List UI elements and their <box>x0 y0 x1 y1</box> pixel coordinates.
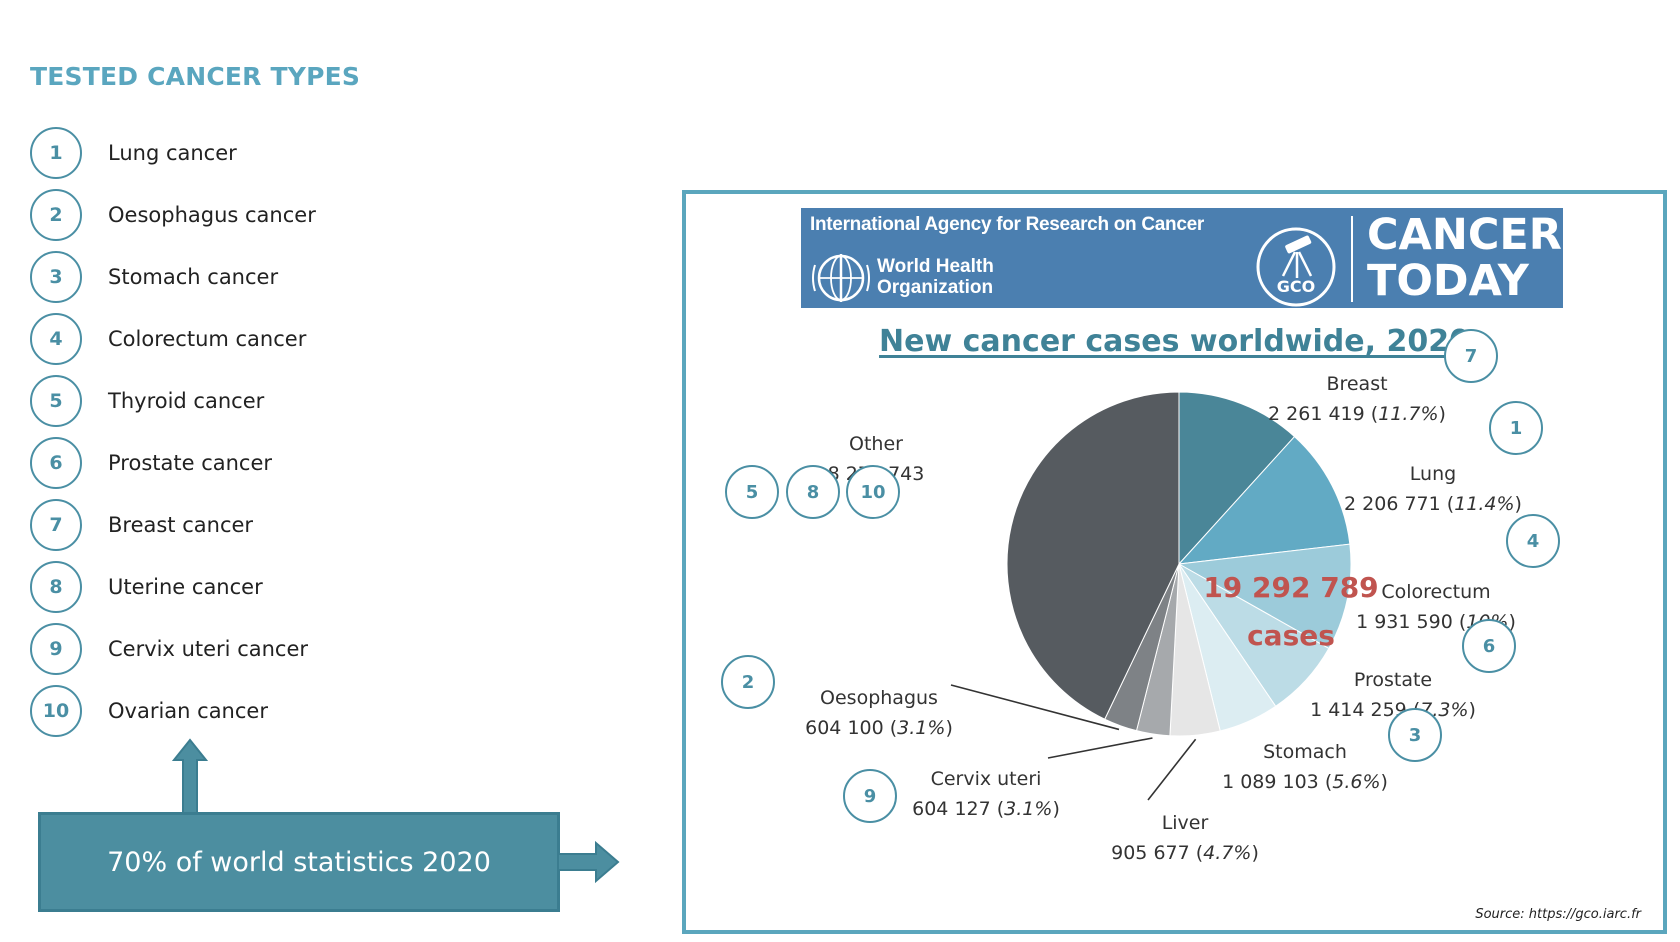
number-badge: 1 <box>30 127 82 179</box>
cancer-type-item: 6 Prostate cancer <box>30 437 390 493</box>
slice-label: Cervix uteri 604 127 (3.1%) <box>912 764 1060 824</box>
who-line1: World Health <box>877 256 994 277</box>
cancer-type-item: 5 Thyroid cancer <box>30 375 390 431</box>
number-badge: 8 <box>30 561 82 613</box>
cancer-type-label: Colorectum cancer <box>108 327 307 351</box>
pie-slice-other <box>1006 391 1180 720</box>
slice-value: 905 677 (4.7%) <box>1111 842 1259 864</box>
brand-line1: CANCER <box>1367 210 1562 260</box>
who-emblem-icon <box>812 254 870 302</box>
cancer-today-brand: CANCER TODAY <box>1367 212 1562 304</box>
slice-name: Stomach <box>1263 741 1347 763</box>
total-cases: 19 292 789 cases <box>1191 564 1391 660</box>
cancer-type-item: 7 Breast cancer <box>30 499 390 555</box>
statistics-box: 70% of world statistics 2020 <box>38 812 560 912</box>
slice-name: Liver <box>1161 812 1209 834</box>
cancer-type-item: 2 Oesophagus cancer <box>30 189 390 245</box>
slice-label: Stomach 1 089 103 (5.6%) <box>1222 737 1388 797</box>
slice-percent: 3.1% <box>897 717 946 739</box>
who-line2: Organization <box>877 277 994 298</box>
number-badge: 5 <box>30 375 82 427</box>
who-name: World Health Organization <box>877 256 994 298</box>
gco-text: GCO <box>1277 277 1315 296</box>
slice-name: Cervix uteri <box>930 768 1042 790</box>
cancer-number-marker: 9 <box>843 769 897 823</box>
right-arrow-icon <box>557 840 620 884</box>
cancer-number-marker: 10 <box>846 465 900 519</box>
slice-percent: 11.7% <box>1378 403 1439 425</box>
agency-name: International Agency for Research on Can… <box>810 214 1204 235</box>
cancer-type-label: Thyroid cancer <box>108 389 265 413</box>
cancer-number-marker: 3 <box>1388 708 1442 762</box>
cancer-type-label: Ovarian cancer <box>108 699 268 723</box>
total-value: 19 292 789 <box>1203 571 1379 604</box>
cancer-type-item: 10 Ovarian cancer <box>30 685 390 741</box>
leader-line <box>950 684 1120 731</box>
total-unit: cases <box>1247 619 1335 652</box>
slice-percent: 3.1% <box>1004 798 1053 820</box>
number-badge: 2 <box>30 189 82 241</box>
leader-line <box>1147 738 1197 801</box>
cancer-type-item: 8 Uterine cancer <box>30 561 390 617</box>
slice-label: Liver 905 677 (4.7%) <box>1111 808 1259 868</box>
slice-name: Breast <box>1326 373 1388 395</box>
slice-label: Oesophagus 604 100 (3.1%) <box>805 683 953 743</box>
slice-label: Breast 2 261 419 (11.7%) <box>1268 369 1446 429</box>
number-badge: 6 <box>30 437 82 489</box>
leader-line <box>1047 737 1153 759</box>
cancer-type-item: 4 Colorectum cancer <box>30 313 390 369</box>
chart-title: New cancer cases worldwide, 2020 <box>879 324 1470 359</box>
slice-value: 1 089 103 (5.6%) <box>1222 771 1388 793</box>
slice-percent: 5.6% <box>1332 771 1381 793</box>
number-badge: 9 <box>30 623 82 675</box>
cancer-type-label: Breast cancer <box>108 513 254 537</box>
cancer-type-label: Cervix uteri cancer <box>108 637 309 661</box>
slice-name: Lung <box>1409 463 1457 485</box>
source-note: Source: https://gco.iarc.fr <box>1475 907 1641 922</box>
cancer-number-marker: 1 <box>1489 401 1543 455</box>
number-badge: 7 <box>30 499 82 551</box>
slice-value: 2 261 419 (11.7%) <box>1268 403 1446 425</box>
slice-value: 604 127 (3.1%) <box>912 798 1060 820</box>
cancer-type-label: Lung cancer <box>108 141 237 165</box>
cancer-type-label: Prostate cancer <box>108 451 273 475</box>
cancer-type-item: 9 Cervix uteri cancer <box>30 623 390 679</box>
number-badge: 10 <box>30 685 82 737</box>
slice-name: Other <box>849 433 903 455</box>
gco-telescope-icon: GCO <box>1256 227 1336 307</box>
up-arrow-icon <box>172 738 208 817</box>
cancer-type-label: Stomach cancer <box>108 265 279 289</box>
slice-name: Oesophagus <box>820 687 938 709</box>
pie-slice-breast <box>1178 391 1296 566</box>
cancer-type-item: 3 Stomach cancer <box>30 251 390 307</box>
cancer-type-label: Uterine cancer <box>108 575 263 599</box>
number-badge: 4 <box>30 313 82 365</box>
slice-value: 2 206 771 (11.4%) <box>1344 493 1522 515</box>
cancer-type-item: 1 Lung cancer <box>30 127 390 183</box>
slice-label: Lung 2 206 771 (11.4%) <box>1344 459 1522 519</box>
chart-panel: International Agency for Research on Can… <box>682 190 1667 934</box>
pie-chart <box>950 391 1352 801</box>
slice-percent: 4.7% <box>1203 842 1252 864</box>
banner-divider <box>1351 216 1353 302</box>
cancer-type-label: Oesophagus cancer <box>108 203 316 227</box>
cancer-number-marker: 6 <box>1462 619 1516 673</box>
brand-line2: TODAY <box>1367 256 1529 306</box>
cancer-number-marker: 8 <box>786 465 840 519</box>
pie-slice-colorectum <box>1177 543 1352 650</box>
slice-name: Prostate <box>1353 669 1433 691</box>
cancer-number-marker: 2 <box>721 655 775 709</box>
cancer-number-marker: 7 <box>1444 329 1498 383</box>
section-title: TESTED CANCER TYPES <box>30 62 361 91</box>
cancer-number-marker: 4 <box>1506 514 1560 568</box>
cancer-number-marker: 5 <box>725 465 779 519</box>
number-badge: 3 <box>30 251 82 303</box>
slice-value: 604 100 (3.1%) <box>805 717 953 739</box>
pie-slice-lung <box>1177 435 1351 565</box>
slice-name: Colorectum <box>1381 581 1491 603</box>
cancer-today-banner: International Agency for Research on Can… <box>801 208 1563 308</box>
slice-percent: 11.4% <box>1454 493 1515 515</box>
